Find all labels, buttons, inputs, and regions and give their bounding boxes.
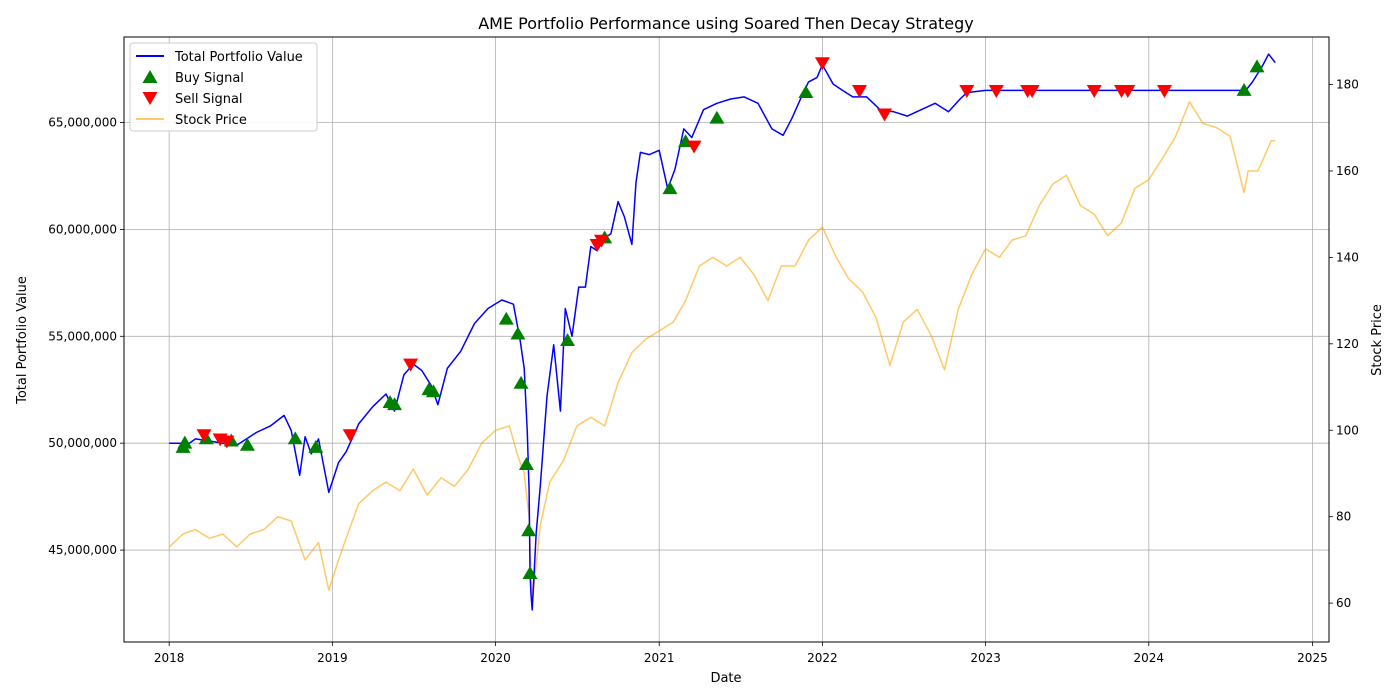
grid [124, 37, 1329, 642]
y2-tick-label: 180 [1336, 78, 1359, 92]
buy-signal-marker [425, 384, 441, 398]
sell-signal-marker [686, 140, 702, 154]
x-tick-label: 2022 [807, 651, 838, 665]
x-axis-label: Date [710, 671, 741, 686]
x-tick-label: 2021 [644, 651, 675, 665]
y2-tick-label: 160 [1336, 164, 1359, 178]
x-tick-label: 2019 [317, 651, 348, 665]
buy-signal-marker [560, 333, 576, 346]
stock-price-series [168, 101, 1276, 604]
buy-signal-marker [177, 435, 193, 449]
legend-sell-swatch [142, 92, 158, 105]
buy-signal-marker [522, 566, 538, 579]
x-tick-label: 2024 [1134, 651, 1165, 665]
y2-tick-label: 60 [1336, 596, 1351, 610]
legend-stock-label: Stock Price [175, 113, 247, 128]
chart-title: AME Portfolio Performance using Soared T… [478, 14, 974, 33]
legend: Total Portfolio Value Buy Signal Sell Si… [129, 42, 318, 132]
buy-signal-marker [662, 181, 678, 195]
buy-signal-marker [521, 523, 537, 537]
sell-signal-marker [1086, 85, 1102, 98]
buy-signal-marker [513, 375, 529, 389]
signal-markers [175, 57, 1265, 579]
sell-signal-marker [594, 234, 610, 248]
y2-axis-label: Stock Price [1370, 304, 1385, 376]
buy-signal-marker [387, 397, 403, 411]
y-tick-label: 50,000,000 [48, 436, 117, 450]
buy-signal-marker [287, 431, 303, 445]
sell-signal-marker [1120, 85, 1136, 98]
y2-tick-label: 140 [1336, 250, 1359, 264]
legend-portfolio-label: Total Portfolio Value [174, 50, 303, 65]
y2-tick-label: 100 [1336, 423, 1359, 437]
x-tick-label: 2025 [1297, 651, 1328, 665]
buy-signal-marker [510, 326, 526, 340]
sell-signal-marker [403, 358, 419, 372]
sell-signal-marker [959, 85, 975, 98]
stock-price-line [168, 101, 1276, 604]
sell-signal-marker [877, 108, 893, 122]
legend-buy-label: Buy Signal [175, 71, 244, 86]
y-axis-left: 45,000,000 50,000,000 55,000,000 60,000,000… [48, 116, 124, 557]
y-tick-label: 65,000,000 [48, 116, 117, 130]
sell-signal-marker [219, 435, 235, 449]
sell-signal-marker [814, 57, 830, 71]
buy-signal-marker [239, 437, 255, 451]
buy-signal-marker [1236, 82, 1252, 96]
buy-signal-marker [498, 311, 514, 325]
y-tick-label: 55,000,000 [48, 329, 117, 343]
y2-tick-label: 120 [1336, 337, 1359, 351]
buy-signal-marker [518, 457, 534, 470]
x-axis: 2018 2019 2020 2021 2022 2023 2024 2025 [154, 642, 1328, 665]
x-tick-label: 2018 [154, 651, 185, 665]
sell-signal-marker [1024, 85, 1040, 98]
buy-signal-marker [798, 85, 814, 98]
plot-frame [123, 36, 1330, 643]
buy-signal-marker [308, 439, 324, 453]
x-tick-label: 2023 [970, 651, 1001, 665]
legend-buy-swatch [142, 70, 158, 83]
y2-tick-label: 80 [1336, 510, 1351, 524]
y-axis-right: 60 80 100 120 140 160 180 [1329, 78, 1359, 610]
sell-signal-marker [988, 85, 1004, 98]
y-tick-label: 60,000,000 [48, 222, 117, 236]
buy-signal-marker [1249, 59, 1265, 73]
x-tick-label: 2020 [480, 651, 511, 665]
legend-sell-label: Sell Signal [175, 92, 243, 107]
y-tick-label: 45,000,000 [48, 543, 117, 557]
y-axis-label: Total Portfolio Value [15, 276, 30, 405]
legend-box [129, 42, 318, 132]
sell-signal-marker [196, 429, 212, 443]
sell-signal-marker [342, 429, 358, 443]
buy-signal-marker [709, 110, 725, 124]
sell-signal-marker [852, 85, 868, 98]
sell-signal-marker [1156, 85, 1172, 98]
